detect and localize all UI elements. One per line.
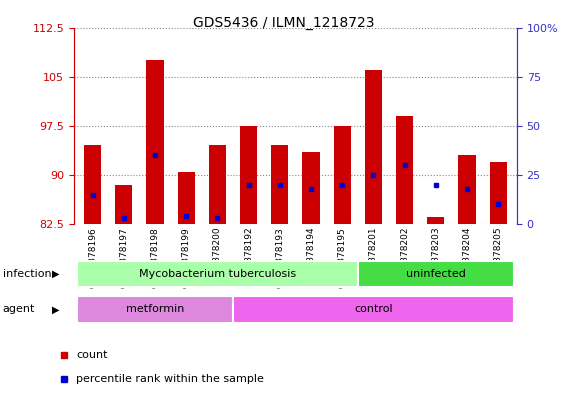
Bar bbox=[271, 145, 289, 224]
Text: count: count bbox=[76, 350, 107, 360]
Bar bbox=[84, 145, 101, 224]
Bar bbox=[490, 162, 507, 224]
Bar bbox=[358, 261, 514, 287]
Text: control: control bbox=[354, 305, 392, 314]
Bar bbox=[396, 116, 413, 224]
Text: agent: agent bbox=[3, 305, 35, 314]
Bar bbox=[302, 152, 320, 224]
Bar bbox=[147, 60, 164, 224]
Bar bbox=[115, 185, 132, 224]
Bar bbox=[209, 145, 226, 224]
Bar bbox=[233, 296, 514, 323]
Bar bbox=[178, 172, 195, 224]
Bar bbox=[427, 217, 444, 224]
Bar bbox=[240, 126, 257, 224]
Bar bbox=[333, 126, 351, 224]
Bar bbox=[77, 296, 233, 323]
Bar bbox=[77, 261, 358, 287]
Text: Mycobacterium tuberculosis: Mycobacterium tuberculosis bbox=[139, 269, 296, 279]
Text: infection: infection bbox=[3, 269, 52, 279]
Text: ▶: ▶ bbox=[52, 269, 60, 279]
Text: uninfected: uninfected bbox=[406, 269, 466, 279]
Text: metformin: metformin bbox=[126, 305, 184, 314]
Text: percentile rank within the sample: percentile rank within the sample bbox=[76, 374, 264, 384]
Text: ▶: ▶ bbox=[52, 305, 60, 314]
Text: GDS5436 / ILMN_1218723: GDS5436 / ILMN_1218723 bbox=[193, 16, 375, 30]
Bar bbox=[458, 155, 475, 224]
Bar bbox=[365, 70, 382, 224]
